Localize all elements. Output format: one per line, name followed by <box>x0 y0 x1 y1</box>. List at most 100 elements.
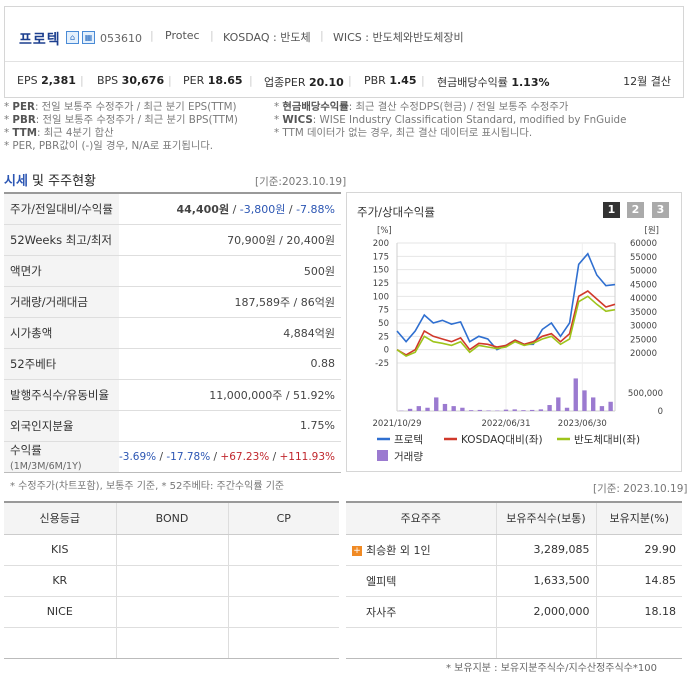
table-row: 수익률 (1M/3M/6M/1Y) -3.69% / -17.78% / +67… <box>4 440 341 473</box>
row-label: 시가총액 <box>4 316 119 348</box>
column-header: 신용등급 <box>4 501 116 535</box>
table-row: + 최승환 외 1인 3,289,085 29.90 <box>346 534 682 566</box>
row-value: 44,400원 / -3,800원 / -7.88% <box>119 192 341 224</box>
legend-swatch <box>377 450 388 461</box>
bond-rating <box>115 627 228 659</box>
chart-title: 주가/상대수익률 <box>357 205 435 219</box>
table-row: KR <box>4 565 339 597</box>
right-tick-label: 35000 <box>630 308 657 318</box>
holder-name: 자사주 <box>346 596 496 628</box>
holder-pct: 14.85 <box>595 565 682 597</box>
right-tick-label: 40000 <box>630 294 657 304</box>
volume-bar <box>486 410 491 411</box>
note-pbr: * PBR: 전일 보통주 수정주가 / 최근 분기 BPS(TTM) <box>4 114 238 126</box>
right-tick-label: 45000 <box>630 280 657 290</box>
divider: | <box>320 29 324 42</box>
column-header: 보유주식수(보통) <box>495 501 596 535</box>
table-row: 주가/전일대비/수익률 44,400원 / -3,800원 / -7.88% <box>4 192 341 224</box>
left-axis-unit: [%] <box>377 226 392 236</box>
agency-name <box>4 627 116 659</box>
left-tick-label: 100 <box>373 292 389 302</box>
row-value: 1.75% <box>119 409 341 441</box>
left-tick-label: 175 <box>373 252 389 262</box>
volume-bar <box>434 397 439 411</box>
volume-bar <box>468 410 474 411</box>
volume-bar <box>556 397 561 411</box>
building-icon[interactable]: ▦ <box>82 31 95 44</box>
volume-bar <box>582 390 587 411</box>
home-icon[interactable]: ⌂ <box>66 31 79 44</box>
market-table: 주가/전일대비/수익률 44,400원 / -3,800원 / -7.88% 5… <box>4 192 341 473</box>
volume-bar <box>547 405 552 411</box>
stat-dividend-yield: 현금배당수익률 1.13% <box>437 76 550 89</box>
volume-tick-label: 0 <box>658 407 663 417</box>
bond-rating <box>115 596 228 628</box>
table-header-row: 주요주주 보유주식수(보통) 보유지분(%) <box>346 501 682 535</box>
wics-info: WICS : 반도체와반도체장비 <box>333 31 464 44</box>
column-header: 주요주주 <box>346 501 496 535</box>
right-tick-label: 60000 <box>630 239 657 249</box>
volume-bar <box>416 406 421 411</box>
returns-value: -3.69% / -17.78% / +67.23% / +111.93% <box>119 440 341 473</box>
holder-name[interactable]: + 최승환 외 1인 <box>346 534 496 566</box>
left-tick-label: -25 <box>375 359 389 369</box>
left-tick-label: 0 <box>384 346 389 356</box>
stat-industry-per: 업종PER 20.10 <box>264 76 344 89</box>
agency-name: KR <box>4 565 116 597</box>
row-label: 주가/전일대비/수익률 <box>4 192 119 224</box>
row-label: 발행주식수/유동비율 <box>4 378 119 410</box>
holder-shares <box>495 627 596 659</box>
note-dividend: * 현금배당수익률: 최근 결산 수정DPS(현금) / 전일 보통주 수정주가 <box>274 101 569 113</box>
volume-bar <box>503 409 509 411</box>
series-line <box>396 290 616 356</box>
expand-icon[interactable]: + <box>352 545 362 556</box>
column-header: BOND <box>115 501 228 535</box>
table-row: NICE <box>4 596 339 628</box>
divider: | <box>421 74 425 87</box>
volume-bar <box>451 406 456 411</box>
table-row: 액면가 500원 <box>4 254 341 286</box>
divider: | <box>249 74 253 87</box>
agency-name: KIS <box>4 534 116 566</box>
right-tick-label: 25000 <box>630 335 657 345</box>
chart-tab-1[interactable]: 1 <box>603 202 620 218</box>
table-header-row: 신용등급 BOND CP <box>4 501 339 535</box>
table-row: 엘피텍 1,633,500 14.85 <box>346 565 682 597</box>
base-date: [기준:2023.10.19] <box>255 176 347 188</box>
header-divider <box>5 61 683 62</box>
left-tick-label: 150 <box>373 266 389 276</box>
table-row: 거래량/거래대금 187,589주 / 86억원 <box>4 285 341 317</box>
legend-label: 프로텍 <box>394 434 423 446</box>
table-row: 외국인지분율 1.75% <box>4 409 341 441</box>
agency-name: NICE <box>4 596 116 628</box>
divider: | <box>168 74 172 87</box>
chart-tab-3[interactable]: 3 <box>652 202 669 218</box>
note-negative: * PER, PBR값이 (-)일 경우, N/A로 표기됩니다. <box>4 140 214 152</box>
left-tick-label: 25 <box>378 332 389 342</box>
left-tick-label: 200 <box>373 239 389 249</box>
holder-footnote: * 보유지분 : 보유지분주식수/지수산정주식수*100 <box>446 663 657 674</box>
volume-bar <box>538 409 544 411</box>
table-row: 자사주 2,000,000 18.18 <box>346 596 682 628</box>
holder-shares: 3,289,085 <box>495 534 596 566</box>
english-name: Protec <box>165 29 200 42</box>
divider: | <box>80 74 84 87</box>
table-row: 52Weeks 최고/최저 70,900원 / 20,400원 <box>4 223 341 255</box>
holder-pct: 18.18 <box>595 596 682 628</box>
table-row: KIS <box>4 534 339 566</box>
row-label: 외국인지분율 <box>4 409 119 441</box>
row-label: 액면가 <box>4 254 119 286</box>
right-tick-label: 20000 <box>630 349 657 359</box>
price-chart-panel: 주가/상대수익률 1 2 3 [%] [원] 200 175 150 125 100 75 50… <box>346 192 682 472</box>
divider: | <box>150 29 154 42</box>
divider: | <box>348 74 352 87</box>
fiscal-year-end: 12월 결산 <box>623 75 671 88</box>
chart-tab-2[interactable]: 2 <box>627 202 644 218</box>
x-tick-label: 2021/10/29 <box>373 419 422 429</box>
table-row <box>4 627 339 659</box>
volume-bar <box>407 408 413 411</box>
cp-rating <box>227 534 339 566</box>
volume-bar <box>521 410 526 411</box>
cp-rating <box>227 596 339 628</box>
left-tick-label: 75 <box>378 306 389 316</box>
